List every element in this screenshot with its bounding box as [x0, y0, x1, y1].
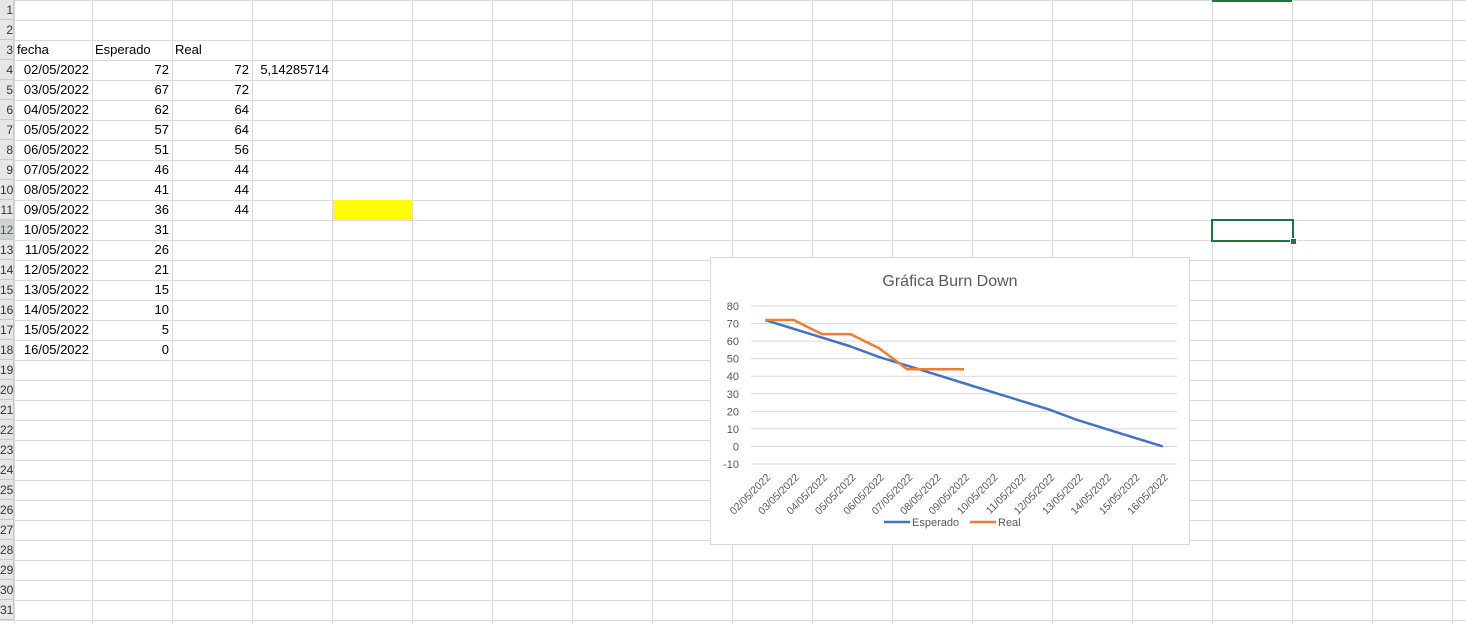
header-esperado[interactable]: Esperado: [95, 42, 151, 57]
y-tick-label: 10: [727, 424, 739, 436]
y-tick-label: 70: [727, 319, 739, 331]
esperado-cell[interactable]: 62: [154, 102, 169, 117]
row-header[interactable]: 20: [0, 380, 14, 400]
row-header[interactable]: 29: [0, 560, 14, 580]
header-fecha[interactable]: fecha: [17, 42, 49, 57]
esperado-cell[interactable]: 21: [154, 262, 169, 277]
fecha-cell[interactable]: 12/05/2022: [23, 262, 89, 277]
esperado-cell[interactable]: 51: [154, 142, 169, 157]
legend-label: Esperado: [912, 517, 959, 529]
row-header[interactable]: 21: [0, 400, 14, 420]
esperado-cell[interactable]: 46: [154, 162, 169, 177]
row-header[interactable]: 2: [0, 20, 14, 40]
header-real[interactable]: Real: [175, 42, 202, 57]
y-tick-label: 60: [727, 336, 739, 348]
fecha-cell[interactable]: 05/05/2022: [23, 122, 89, 137]
fecha-cell[interactable]: 09/05/2022: [23, 202, 89, 217]
real-cell[interactable]: 44: [234, 182, 249, 197]
fecha-cell[interactable]: 04/05/2022: [23, 102, 89, 117]
legend-label: Real: [998, 517, 1021, 529]
real-cell[interactable]: 72: [234, 82, 249, 97]
extra-value-cell[interactable]: 5,14285714: [260, 62, 329, 77]
row-header[interactable]: 30: [0, 580, 14, 600]
selected-cell[interactable]: [1211, 219, 1294, 242]
esperado-cell[interactable]: 31: [154, 222, 169, 237]
row-header[interactable]: 1: [0, 0, 14, 20]
row-header[interactable]: 22: [0, 420, 14, 440]
y-tick-label: 50: [727, 354, 739, 366]
row-header[interactable]: 13: [0, 240, 14, 260]
row-header[interactable]: 14: [0, 260, 14, 280]
real-cell[interactable]: 44: [234, 202, 249, 217]
y-tick-label: 40: [727, 371, 739, 383]
row-header[interactable]: 12: [0, 220, 14, 240]
esperado-cell[interactable]: 10: [154, 302, 169, 317]
row-header[interactable]: 7: [0, 120, 14, 140]
esperado-cell[interactable]: 36: [154, 202, 169, 217]
highlighted-cell[interactable]: [333, 200, 412, 220]
row-header[interactable]: 31: [0, 600, 14, 620]
row-header[interactable]: 25: [0, 480, 14, 500]
fecha-cell[interactable]: 14/05/2022: [23, 302, 89, 317]
fecha-cell[interactable]: 07/05/2022: [23, 162, 89, 177]
series-line-esperado[interactable]: [764, 318, 1164, 448]
real-cell[interactable]: 44: [234, 162, 249, 177]
fecha-cell[interactable]: 06/05/2022: [23, 142, 89, 157]
fecha-cell[interactable]: 16/05/2022: [23, 342, 89, 357]
row-header[interactable]: 15: [0, 280, 14, 300]
row-header[interactable]: 18: [0, 340, 14, 360]
fecha-cell[interactable]: 08/05/2022: [23, 182, 89, 197]
fecha-cell[interactable]: 13/05/2022: [23, 282, 89, 297]
real-cell[interactable]: 72: [234, 62, 249, 77]
chart-title: Gráfica Burn Down: [882, 273, 1017, 290]
esperado-cell[interactable]: 67: [154, 82, 169, 97]
esperado-cell[interactable]: 5: [161, 322, 169, 337]
row-header[interactable]: 27: [0, 520, 14, 540]
esperado-cell[interactable]: 41: [154, 182, 169, 197]
row-header[interactable]: 16: [0, 300, 14, 320]
y-tick-label: 0: [733, 441, 739, 453]
y-tick-label: 20: [727, 406, 739, 418]
y-tick-label: -10: [723, 459, 739, 471]
row-header[interactable]: 4: [0, 60, 14, 80]
real-cell[interactable]: 64: [234, 122, 249, 137]
row-header[interactable]: 23: [0, 440, 14, 460]
esperado-cell[interactable]: 15: [154, 282, 169, 297]
esperado-cell[interactable]: 26: [154, 242, 169, 257]
row-header[interactable]: 17: [0, 320, 14, 340]
real-cell[interactable]: 56: [234, 142, 249, 157]
series-line-real[interactable]: [765, 318, 964, 371]
row-header[interactable]: 11: [0, 200, 14, 220]
fecha-cell[interactable]: 02/05/2022: [23, 62, 89, 77]
row-header[interactable]: 3: [0, 40, 14, 60]
row-header[interactable]: 9: [0, 160, 14, 180]
fecha-cell[interactable]: 10/05/2022: [23, 222, 89, 237]
esperado-cell[interactable]: 0: [161, 342, 169, 357]
esperado-cell[interactable]: 72: [154, 62, 169, 77]
fecha-cell[interactable]: 11/05/2022: [24, 242, 89, 257]
row-header[interactable]: 8: [0, 140, 14, 160]
chart-canvas: Gráfica Burn Down 80706050403020100-1002…: [723, 273, 1177, 529]
row-header[interactable]: 5: [0, 80, 14, 100]
row-header[interactable]: 6: [0, 100, 14, 120]
fill-handle[interactable]: [1290, 238, 1297, 245]
row-header[interactable]: 26: [0, 500, 14, 520]
y-tick-label: 80: [727, 301, 739, 313]
y-tick-label: 30: [727, 389, 739, 401]
row-header[interactable]: 10: [0, 180, 14, 200]
fecha-cell[interactable]: 03/05/2022: [23, 82, 89, 97]
real-cell[interactable]: 64: [234, 102, 249, 117]
burn-down-chart[interactable]: Gráfica Burn Down 80 70 60 50 40 30 20 10 0 -10 02…: [710, 257, 1190, 545]
esperado-cell[interactable]: 57: [154, 122, 169, 137]
row-header[interactable]: 19: [0, 360, 14, 380]
row-header[interactable]: 28: [0, 540, 14, 560]
fecha-cell[interactable]: 15/05/2022: [23, 322, 89, 337]
selected-column-marker: [1212, 0, 1292, 2]
row-header[interactable]: 24: [0, 460, 14, 480]
